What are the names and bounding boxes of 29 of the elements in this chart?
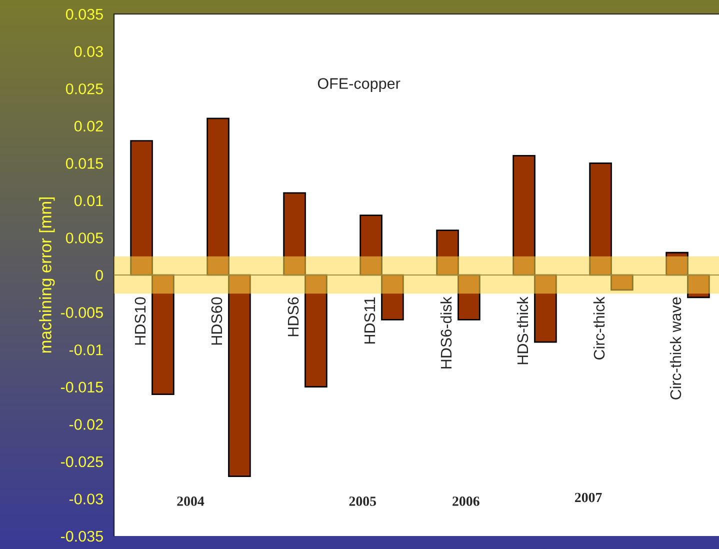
x-tick-label: Circ-thick wave: [670, 297, 682, 400]
y-axis-title: machining error [mm]: [39, 197, 55, 353]
annotation: 2005: [349, 496, 376, 506]
y-tick-label: 0.03: [74, 46, 103, 57]
x-tick-label: HDS-thick: [516, 296, 528, 364]
x-tick-label: HDS11: [364, 297, 376, 344]
x-tick-label: HDS6-disk: [440, 296, 452, 368]
y-tick-label: 0.035: [66, 8, 103, 20]
y-tick-label: 0.005: [66, 232, 103, 244]
y-tick-label: 0.015: [66, 158, 103, 169]
x-tick-label: HDS10: [134, 297, 146, 345]
y-tick-label: 0.02: [74, 120, 103, 132]
y-tick-label: -0.025: [60, 456, 103, 468]
y-tick-label: 0.025: [66, 83, 103, 94]
y-tick-label: 0.01: [74, 195, 103, 206]
x-tick-label: Circ-thick: [593, 296, 605, 360]
annotation: 2006: [452, 496, 480, 506]
y-tick-label: -0.005: [60, 307, 103, 318]
y-tick-label: -0.02: [69, 419, 103, 430]
x-tick-label: HDS60: [211, 297, 222, 345]
annotation: 2004: [177, 496, 204, 506]
y-tick-label: -0.03: [69, 494, 103, 504]
x-tick-label: HDS6: [288, 297, 299, 336]
y-tick-label: -0.015: [60, 382, 103, 393]
y-tick-label: -0.01: [69, 344, 103, 356]
annotation: OFE-copper: [318, 78, 400, 92]
y-tick-label: 0: [96, 270, 103, 281]
annotation: 2007: [574, 492, 602, 502]
y-tick-label: -0.035: [60, 530, 103, 542]
